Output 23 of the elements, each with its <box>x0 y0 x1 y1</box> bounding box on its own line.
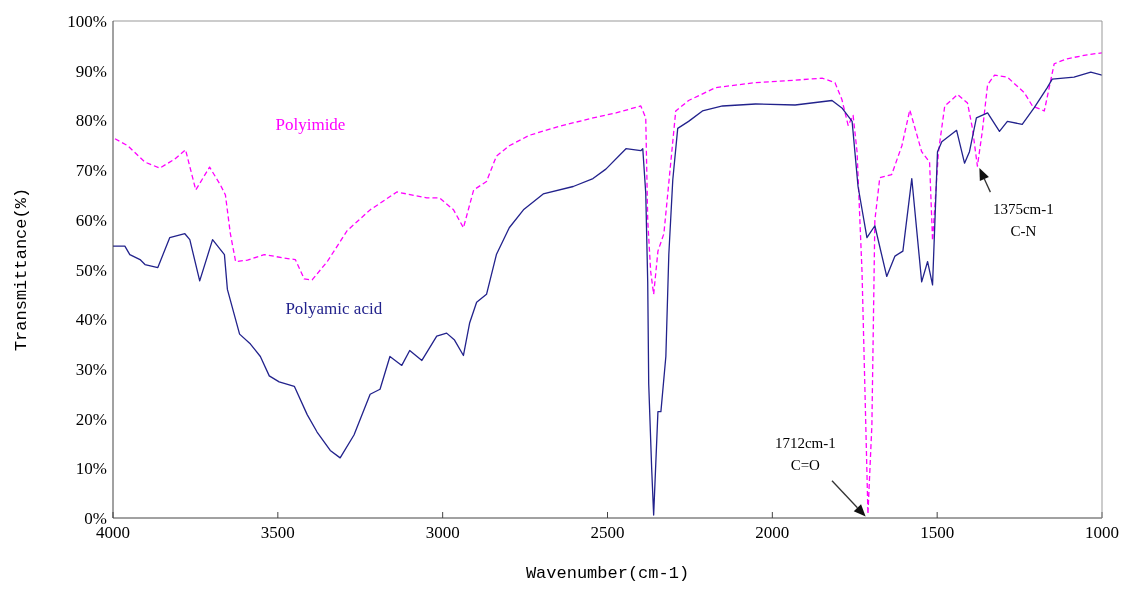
x-axis-title: Wavenumber(cm-1) <box>525 564 690 583</box>
y-tick-label: 70% <box>75 161 107 181</box>
y-tick-label: 90% <box>75 61 107 81</box>
x-tick-label: 2500 <box>590 523 625 543</box>
annotation: 1375cm-1 C-N <box>992 201 1054 240</box>
y-tick-label: 60% <box>75 210 107 230</box>
text: Polyimide <box>275 114 346 135</box>
y-tick-label: 20% <box>75 409 107 429</box>
y-tick-label: 100% <box>67 12 107 32</box>
y-axis-title: Transmittance(%) <box>12 187 32 352</box>
annotation: 1712cm-1 C=O <box>774 435 836 474</box>
x-tick-label: 4000 <box>96 523 130 543</box>
y-tick-label: 10% <box>75 459 107 479</box>
x-tick-label: 1500 <box>920 523 955 543</box>
x-tick-label: 2000 <box>755 523 790 543</box>
text: Polyamic acid <box>285 298 383 319</box>
y-tick-label: 50% <box>75 260 107 280</box>
y-tick-label: 40% <box>75 310 107 330</box>
x-tick-label: 1000 <box>1085 523 1119 543</box>
x-tick-label: 3500 <box>260 523 295 543</box>
y-tick-label: 80% <box>75 111 107 131</box>
y-tick-label: 30% <box>75 359 107 379</box>
x-tick-label: 3000 <box>425 523 460 543</box>
